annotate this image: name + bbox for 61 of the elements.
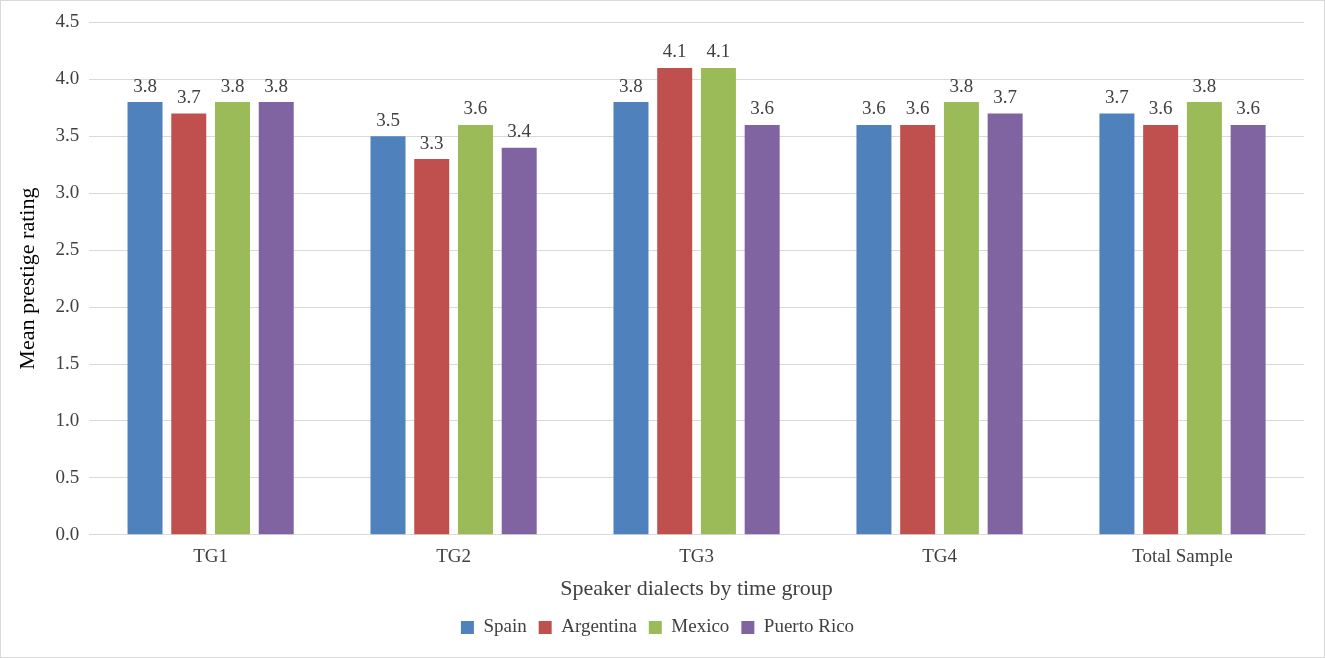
legend-label: Argentina bbox=[561, 615, 638, 637]
y-tick-label: 1.5 bbox=[55, 351, 80, 373]
x-tick-label: TG1 bbox=[193, 545, 229, 567]
bar bbox=[414, 159, 450, 535]
y-tick-label: 3.0 bbox=[55, 181, 80, 203]
bar bbox=[943, 102, 979, 535]
data-label: 3.8 bbox=[133, 74, 157, 96]
y-tick-label: 3.5 bbox=[55, 124, 80, 146]
bar bbox=[657, 67, 693, 535]
data-label: 3.8 bbox=[220, 74, 245, 96]
bar bbox=[127, 102, 163, 535]
x-tick-label: TG2 bbox=[436, 545, 472, 567]
bar bbox=[1186, 102, 1222, 535]
data-label: 3.6 bbox=[862, 97, 886, 119]
data-label: 3.8 bbox=[264, 74, 289, 96]
data-label: 3.7 bbox=[176, 85, 201, 107]
bar bbox=[987, 113, 1023, 535]
y-tick-label: 4.0 bbox=[55, 67, 80, 89]
data-label: 3.4 bbox=[507, 120, 532, 142]
x-tick-label: TG4 bbox=[922, 545, 958, 567]
bar bbox=[613, 102, 649, 535]
legend-label: Mexico bbox=[671, 615, 730, 637]
bar bbox=[700, 67, 736, 535]
legend-label: Spain bbox=[483, 615, 528, 637]
data-label: 3.6 bbox=[905, 97, 930, 119]
bar bbox=[171, 113, 207, 535]
data-label: 3.6 bbox=[750, 97, 775, 119]
y-tick-label: 2.0 bbox=[55, 295, 80, 317]
x-tick-label: TG3 bbox=[679, 545, 714, 567]
data-label: 3.6 bbox=[1148, 97, 1173, 119]
data-label: 4.1 bbox=[706, 40, 731, 62]
data-label: 3.3 bbox=[419, 131, 444, 153]
bar bbox=[900, 124, 936, 535]
data-label: 3.8 bbox=[1192, 74, 1217, 96]
y-tick-label: 0.0 bbox=[55, 522, 80, 544]
data-label: 3.5 bbox=[376, 108, 400, 130]
y-axis-title: Mean prestige rating bbox=[13, 187, 39, 370]
legend-label: Puerto Rico bbox=[763, 615, 855, 637]
bar bbox=[370, 136, 406, 535]
data-label: 3.8 bbox=[949, 74, 974, 96]
data-label: 3.6 bbox=[463, 97, 488, 119]
data-label: 4.1 bbox=[662, 40, 687, 62]
x-tick-label: Total Sample bbox=[1132, 545, 1233, 567]
bar bbox=[457, 124, 493, 535]
bar bbox=[1230, 124, 1266, 535]
data-label: 3.7 bbox=[1105, 85, 1129, 107]
y-tick-label: 0.5 bbox=[55, 465, 80, 487]
y-tick-label: 2.5 bbox=[55, 238, 80, 260]
y-tick-label: 4.5 bbox=[55, 10, 80, 32]
bar bbox=[1143, 124, 1179, 535]
bar bbox=[744, 124, 780, 535]
data-label: 3.7 bbox=[993, 85, 1018, 107]
data-label: 3.8 bbox=[619, 74, 643, 96]
bar bbox=[258, 102, 294, 535]
y-tick-label: 1.0 bbox=[55, 408, 80, 430]
bar bbox=[856, 124, 892, 535]
bar bbox=[215, 102, 250, 535]
x-axis-title: Speaker dialects by time group bbox=[560, 574, 833, 600]
bar bbox=[501, 147, 537, 535]
data-label: 3.6 bbox=[1236, 97, 1260, 119]
bar bbox=[1099, 113, 1135, 535]
